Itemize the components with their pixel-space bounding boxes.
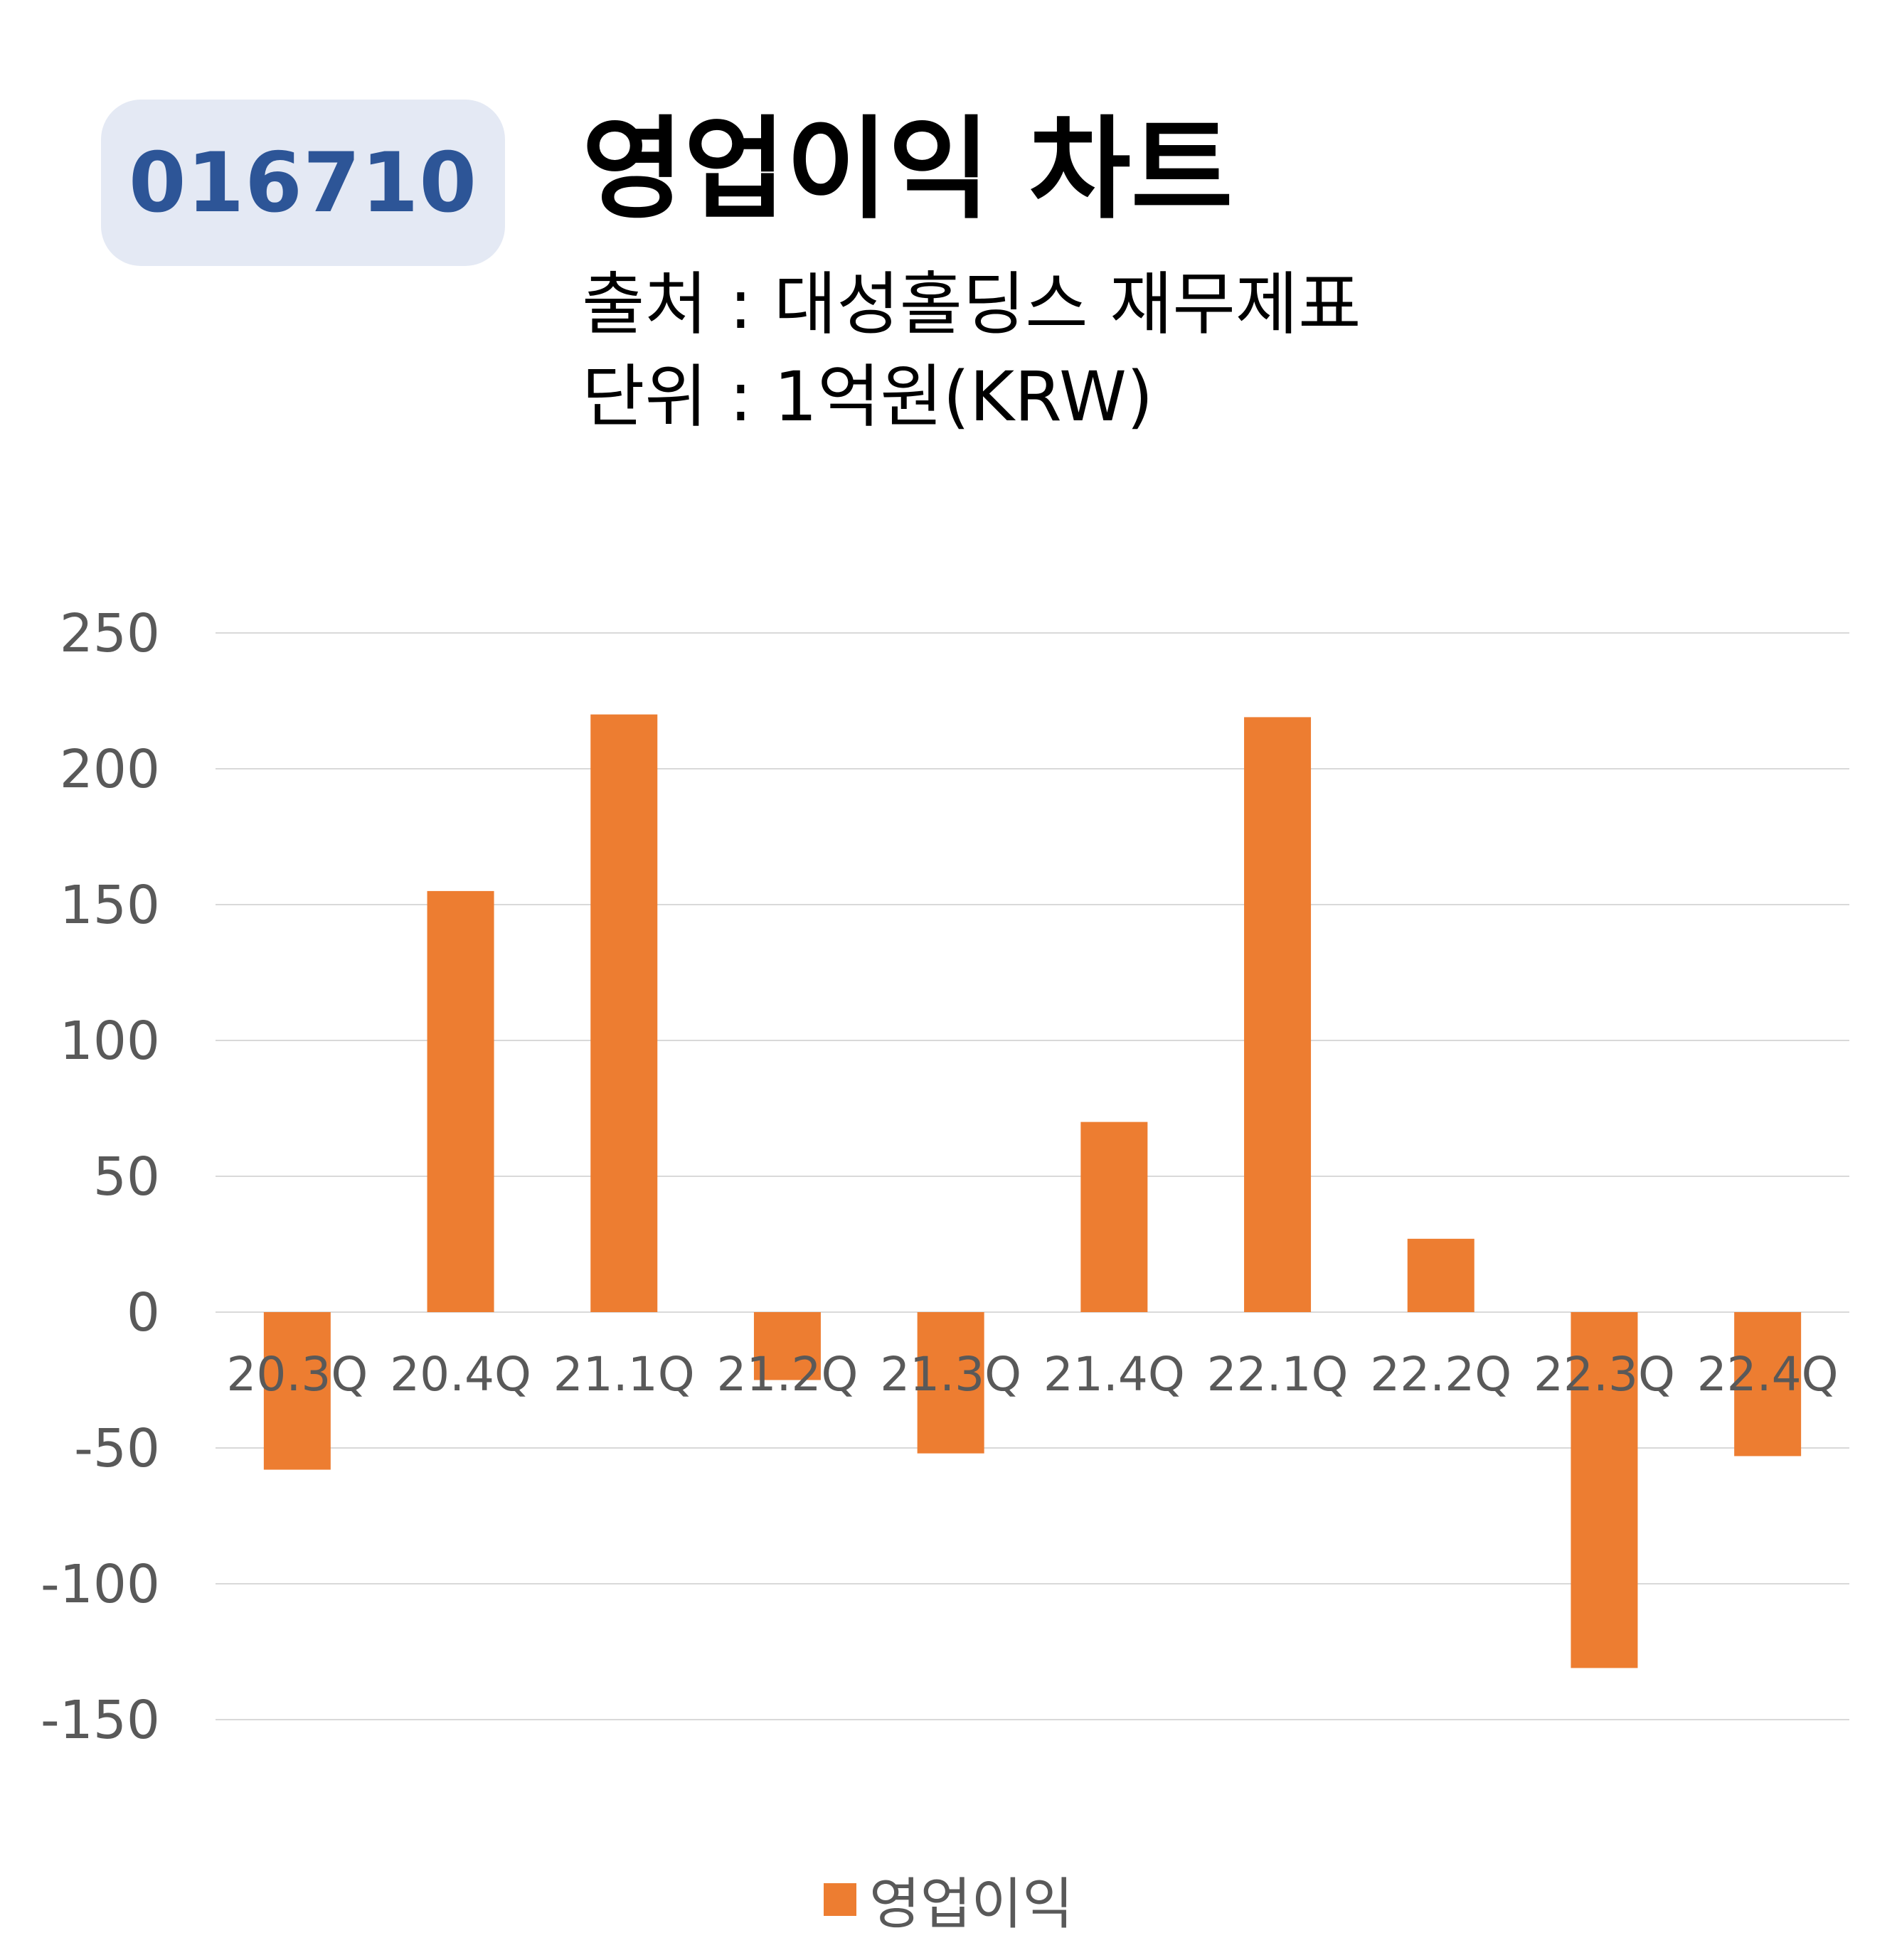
bar [263,1312,331,1470]
x-tick-label: 20.4Q [390,1347,531,1402]
bar [1734,1312,1802,1456]
bar [1571,1312,1638,1668]
y-tick-label: 200 [60,739,160,800]
x-tick-label: 22.1Q [1207,1347,1349,1402]
unit-text: 단위 : 1억원(KRW) [582,357,1154,437]
bar [753,1312,821,1380]
x-tick-label: 20.3Q [226,1347,368,1402]
stock-code: 016710 [128,134,478,231]
bar-chart: 250 200 150 100 50 0 -50 -100 -150 20.3Q 20.4Q 21.1… [41,603,1849,1751]
y-tick-label: 50 [93,1146,160,1208]
x-tick-label: 22.3Q [1534,1347,1675,1402]
x-tick-label: 21.4Q [1043,1347,1185,1402]
y-tick-label: -50 [74,1418,160,1479]
x-tick-label: 21.3Q [880,1347,1021,1402]
bar [1244,717,1312,1312]
y-tick-label: -100 [41,1554,160,1615]
stock-code-badge: 016710 [101,100,505,266]
x-tick-label: 22.4Q [1697,1347,1839,1402]
y-tick-label: 250 [60,603,160,664]
y-tick-label: -150 [41,1690,160,1751]
legend: 영업이익 [0,1860,1897,1939]
source-text: 출처 : 대성홀딩스 재무제표 [582,265,1361,344]
x-tick-label: 21.1Q [553,1347,695,1402]
bar [590,714,658,1312]
bar [427,890,494,1312]
bar [917,1312,984,1454]
y-tick-label: 150 [60,875,160,936]
chart-title: 영업이익 차트 [582,105,1233,234]
x-tick-label: 21.2Q [716,1347,858,1402]
x-tick-label: 22.2Q [1370,1347,1511,1402]
y-tick-label: 100 [60,1011,160,1072]
bar [1080,1122,1148,1312]
legend-label: 영업이익 [868,1873,1074,1937]
y-tick-label: 0 [127,1282,160,1343]
legend-swatch [823,1883,856,1916]
bar [1407,1238,1474,1312]
